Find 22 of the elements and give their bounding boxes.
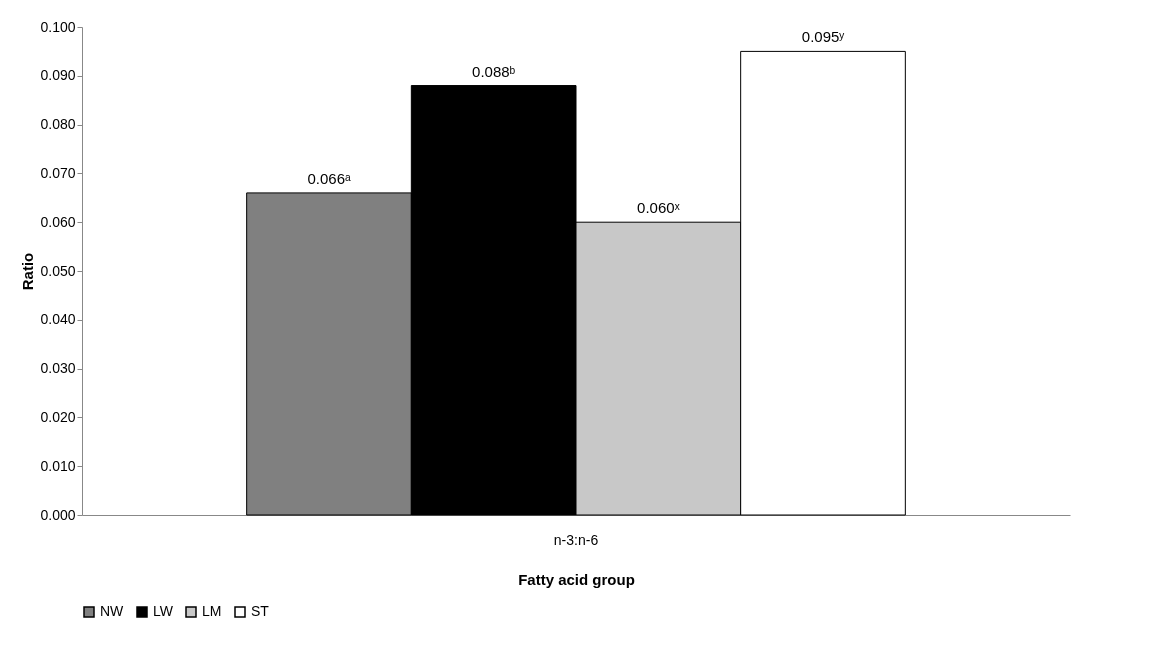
y-tick-label: 0.030 <box>40 360 76 377</box>
legend-label: NW <box>100 603 125 619</box>
x-tick-label: n-3:n-6 <box>553 531 599 548</box>
y-tick-label: 0.090 <box>40 67 76 84</box>
y-tick-label: 0.060 <box>40 213 76 230</box>
y-tick-label: 0.050 <box>40 262 76 279</box>
y-tick-label: 0.070 <box>40 164 76 181</box>
y-tick-label: 0.040 <box>40 311 76 328</box>
y-tick-label: 0.010 <box>40 457 76 474</box>
y-tick-label: 0.000 <box>40 506 76 523</box>
y-tick-label: 0.080 <box>40 116 76 133</box>
legend-label: ST <box>251 603 270 619</box>
y-tick-label: 0.020 <box>40 408 76 425</box>
data-label: 0.095ʸ <box>801 28 845 46</box>
data-label: 0.060ˣ <box>637 199 680 217</box>
y-tick-label: 0.100 <box>40 18 76 35</box>
data-label: 0.066ᵃ <box>307 169 351 187</box>
legend-label: LW <box>153 603 174 619</box>
data-label: 0.088ᵇ <box>472 62 516 80</box>
y-axis-title: Ratio <box>19 252 37 291</box>
x-axis-title: Fatty acid group <box>518 570 635 588</box>
legend-label: LM <box>202 603 222 619</box>
